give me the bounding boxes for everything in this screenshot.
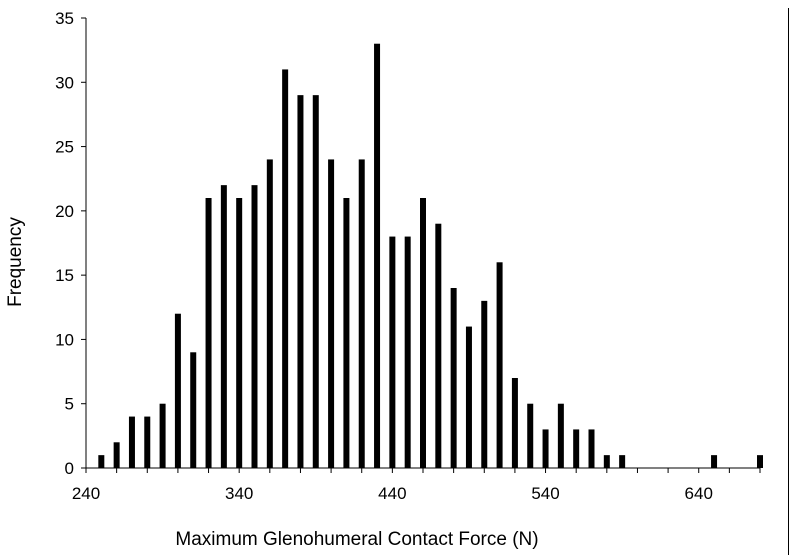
bar-420 [358,159,365,468]
y-tick-label-35: 35 [55,9,74,28]
y-tick-label-30: 30 [55,73,74,92]
y-tick-label-5: 5 [65,395,74,414]
bar-590 [619,455,626,468]
bars-group [98,43,763,469]
bar-290 [159,403,166,468]
bar-350 [251,185,258,468]
bar-500 [481,300,488,468]
bar-400 [328,159,335,468]
bar-480 [450,288,457,468]
y-axis-title: Frequency [5,217,26,307]
bar-330 [220,185,227,468]
bar-450 [404,236,411,468]
bar-460 [420,198,426,468]
bar-310 [190,352,197,468]
bar-570 [588,429,595,468]
x-tick-label-340: 340 [225,484,253,503]
bar-390 [312,95,319,468]
bar-530 [527,403,534,468]
bar-560 [573,429,580,468]
bar-470 [435,223,442,468]
bar-580 [603,455,610,468]
y-tick-label-10: 10 [55,330,74,349]
y-tick-label-0: 0 [65,459,74,478]
bar-280 [144,416,151,468]
bar-270 [128,416,135,468]
bar-410 [343,198,350,468]
bar-650 [711,455,718,468]
bar-300 [174,313,181,468]
bar-440 [389,236,396,468]
bar-320 [205,198,212,468]
bar-360 [266,159,273,468]
bar-680 [757,455,763,468]
bar-540 [542,429,549,468]
bar-550 [557,403,564,468]
bar-260 [113,442,120,468]
y-tick-label-15: 15 [55,266,74,285]
x-tick-label-440: 440 [378,484,406,503]
bar-520 [511,378,518,468]
y-tick-label-25: 25 [55,138,74,157]
bar-430 [374,43,381,469]
bar-370 [282,69,289,469]
y-tick-label-20: 20 [55,202,74,221]
x-axis-title: Maximum Glenohumeral Contact Force (N) [175,529,538,550]
bar-510 [496,262,503,468]
bar-380 [297,95,304,468]
x-tick-label-640: 640 [685,484,713,503]
bar-490 [465,326,472,468]
bar-340 [236,198,243,468]
x-tick-label-540: 540 [531,484,559,503]
bar-250 [98,455,105,468]
right-frame-line [788,8,789,555]
ticks-group: 0 5 10 15 20 25 30 35 240 340 440 540 640 [55,9,761,503]
x-tick-label-240: 240 [72,484,100,503]
